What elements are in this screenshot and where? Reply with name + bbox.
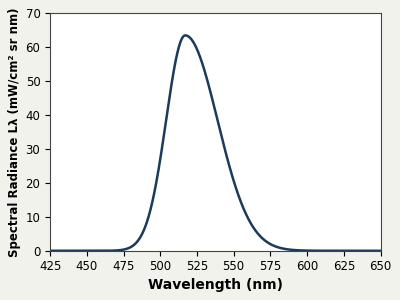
Y-axis label: Spectral Radiance Lλ (mW/cm² sr nm): Spectral Radiance Lλ (mW/cm² sr nm) [8,7,21,257]
X-axis label: Wavelength (nm): Wavelength (nm) [148,278,283,292]
